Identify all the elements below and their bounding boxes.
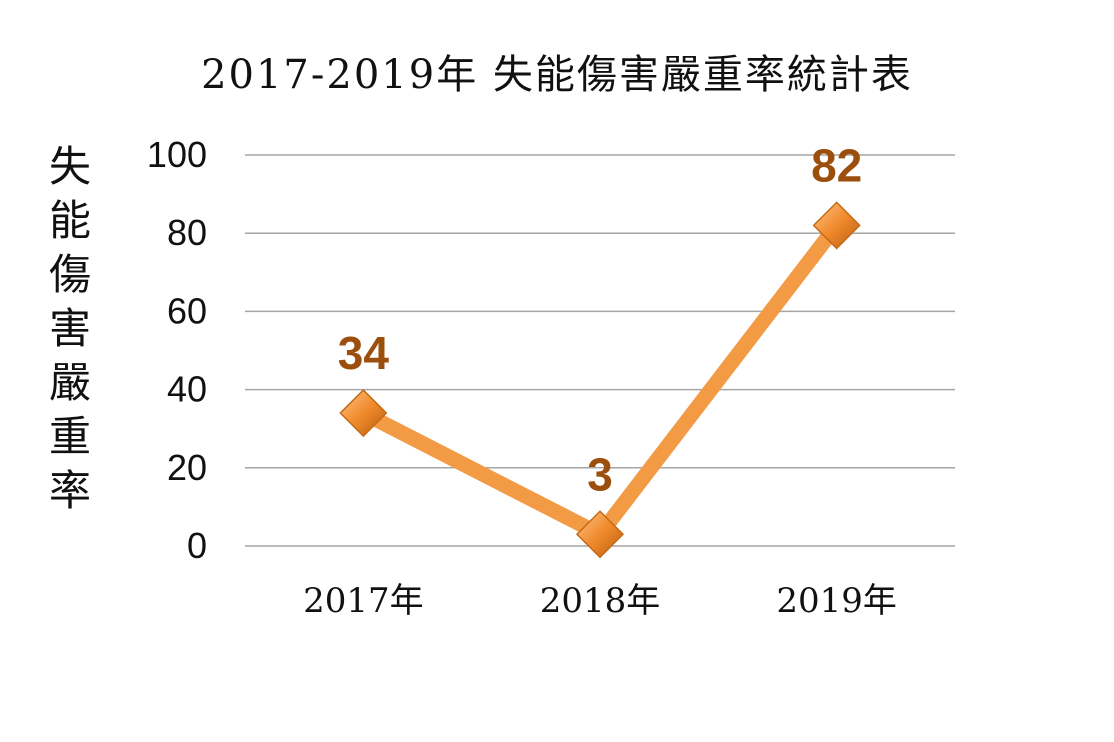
x-tick-label: 2019年 xyxy=(776,581,897,621)
x-tick-label: 2018年 xyxy=(540,581,661,621)
data-point-marker xyxy=(339,388,388,438)
y-tick-label: 80 xyxy=(167,212,207,253)
y-tick-label: 0 xyxy=(187,525,207,566)
y-tick-label: 40 xyxy=(167,369,207,410)
chart-title: 2017-2019年 失能傷害嚴重率統計表 xyxy=(201,52,913,98)
y-tick-label: 20 xyxy=(167,447,207,488)
data-point-marker xyxy=(575,510,625,559)
y-tick-label: 100 xyxy=(147,134,207,175)
y-axis-label: 失能傷害嚴重率 xyxy=(48,142,91,515)
data-label: 3 xyxy=(587,448,613,500)
data-label: 34 xyxy=(338,327,390,379)
y-tick-label: 60 xyxy=(167,290,207,331)
x-tick-label: 2017年 xyxy=(303,581,424,621)
data-label: 82 xyxy=(811,139,862,191)
data-point-marker xyxy=(812,201,861,250)
